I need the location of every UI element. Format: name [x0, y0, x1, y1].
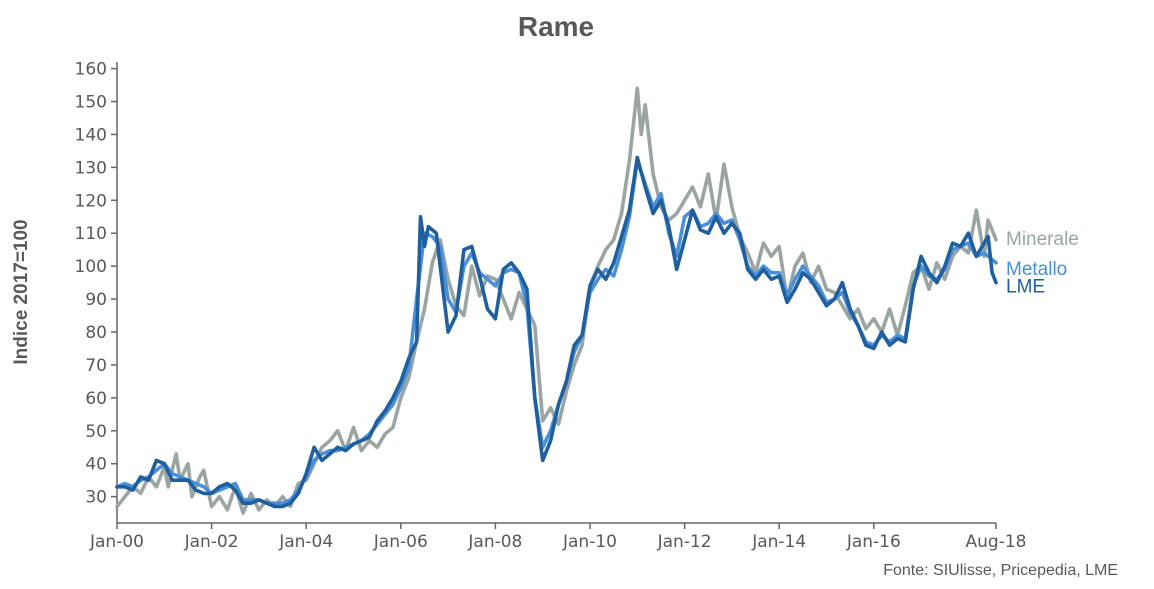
x-tick-label: Jan-00: [89, 532, 144, 552]
y-tick-label: 120: [75, 191, 107, 211]
y-tick-label: 140: [75, 125, 107, 145]
series-lines: [115, 86, 998, 515]
y-tick-label: 40: [85, 455, 107, 475]
y-axis-title: Indice 2017=100: [11, 219, 32, 364]
y-tick-label: 80: [85, 323, 107, 343]
series-label-minerale: Minerale: [1006, 229, 1079, 250]
series-label-metallo: Metallo: [1006, 259, 1067, 280]
series-line-metallo: [115, 159, 998, 505]
y-axis: 30 40 50 60 70 80 90 100 110 120 130 140 150 160: [75, 60, 118, 523]
x-tick-label: Jan-06: [373, 532, 428, 552]
y-tick-label: 70: [85, 356, 107, 376]
y-tick-label: 150: [75, 93, 107, 113]
x-tick-label: Jan-16: [846, 532, 901, 552]
x-tick-label: Jan-04: [278, 532, 333, 552]
y-tick-label: 100: [75, 257, 107, 277]
y-tick-label: 60: [85, 389, 107, 409]
y-tick-label: 130: [75, 158, 107, 178]
y-tick-label: 30: [85, 488, 107, 508]
y-tick-label: 160: [75, 60, 107, 80]
y-tick-label: 90: [85, 290, 107, 310]
series-line-lme: [115, 155, 998, 509]
x-axis: Jan-00 Jan-02 Jan-04 Jan-06 Jan-08 Jan-10 Jan-…: [89, 522, 1027, 552]
series-label-lme: LME: [1006, 277, 1045, 298]
y-tick-label: 110: [75, 224, 107, 244]
series-line-minerale: [115, 86, 998, 515]
x-tick-label: Jan-12: [657, 532, 712, 552]
chart-title: Rame: [518, 11, 594, 42]
x-tick-label: Aug-18: [966, 532, 1027, 552]
x-tick-label: Jan-02: [184, 532, 239, 552]
x-tick-label: Jan-14: [751, 532, 806, 552]
x-tick-label: Jan-10: [562, 532, 617, 552]
source-note: Fonte: SIUlisse, Pricepedia, LME: [883, 562, 1118, 579]
y-tick-label: 50: [85, 422, 107, 442]
x-tick-label: Jan-08: [467, 532, 522, 552]
